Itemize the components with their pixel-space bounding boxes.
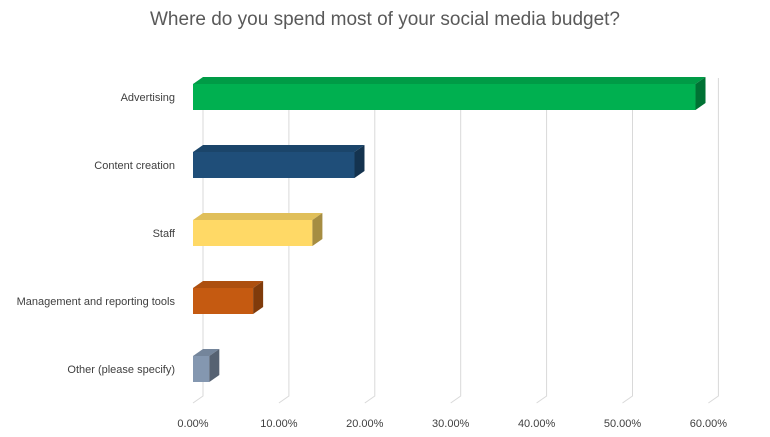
bar-top (193, 281, 264, 288)
bar-front (193, 288, 254, 314)
bar-side (312, 213, 323, 246)
bar (193, 281, 264, 314)
x-tick-label: 60.00% (690, 418, 728, 430)
bar (193, 349, 220, 382)
gridline (536, 78, 548, 404)
bar-top (193, 349, 220, 356)
chart-title: Where do you spend most of your social m… (150, 9, 620, 30)
gridline (708, 78, 719, 404)
bar-front (193, 220, 313, 246)
x-tick-label: 50.00% (604, 418, 642, 430)
bar-side (695, 77, 706, 110)
bar-top (193, 213, 323, 220)
category-labels: Advertising Content creation Staff Manageme… (17, 92, 176, 376)
gridlines (192, 78, 719, 404)
category-label: Other (please specify) (67, 364, 175, 376)
bar-side (209, 349, 220, 382)
gridline (622, 78, 633, 404)
x-tick-label: 40.00% (518, 418, 556, 430)
x-axis-tick-labels: 0.00% 10.00% 20.00% 30.00% 40.00% 50.00% 60.00… (177, 418, 727, 430)
bar-front (193, 84, 696, 110)
bar-top (193, 145, 365, 152)
gridline (278, 78, 290, 404)
x-tick-label: 20.00% (346, 418, 384, 430)
bar-front (193, 356, 210, 382)
bar-top (193, 77, 706, 84)
category-label: Content creation (94, 160, 175, 172)
bar-side (253, 281, 264, 314)
bar (193, 145, 365, 178)
category-label: Management and reporting tools (17, 296, 176, 308)
x-tick-label: 10.00% (260, 418, 298, 430)
gridline (450, 78, 462, 404)
bar-side (354, 145, 365, 178)
x-tick-label: 0.00% (177, 418, 208, 430)
category-label: Advertising (121, 92, 175, 104)
x-tick-label: 30.00% (432, 418, 470, 430)
gridline (192, 78, 204, 404)
bar (193, 77, 706, 110)
bars (193, 77, 706, 382)
bar-front (193, 152, 355, 178)
category-label: Staff (153, 228, 176, 240)
bar (193, 213, 323, 246)
gridline (364, 78, 376, 404)
